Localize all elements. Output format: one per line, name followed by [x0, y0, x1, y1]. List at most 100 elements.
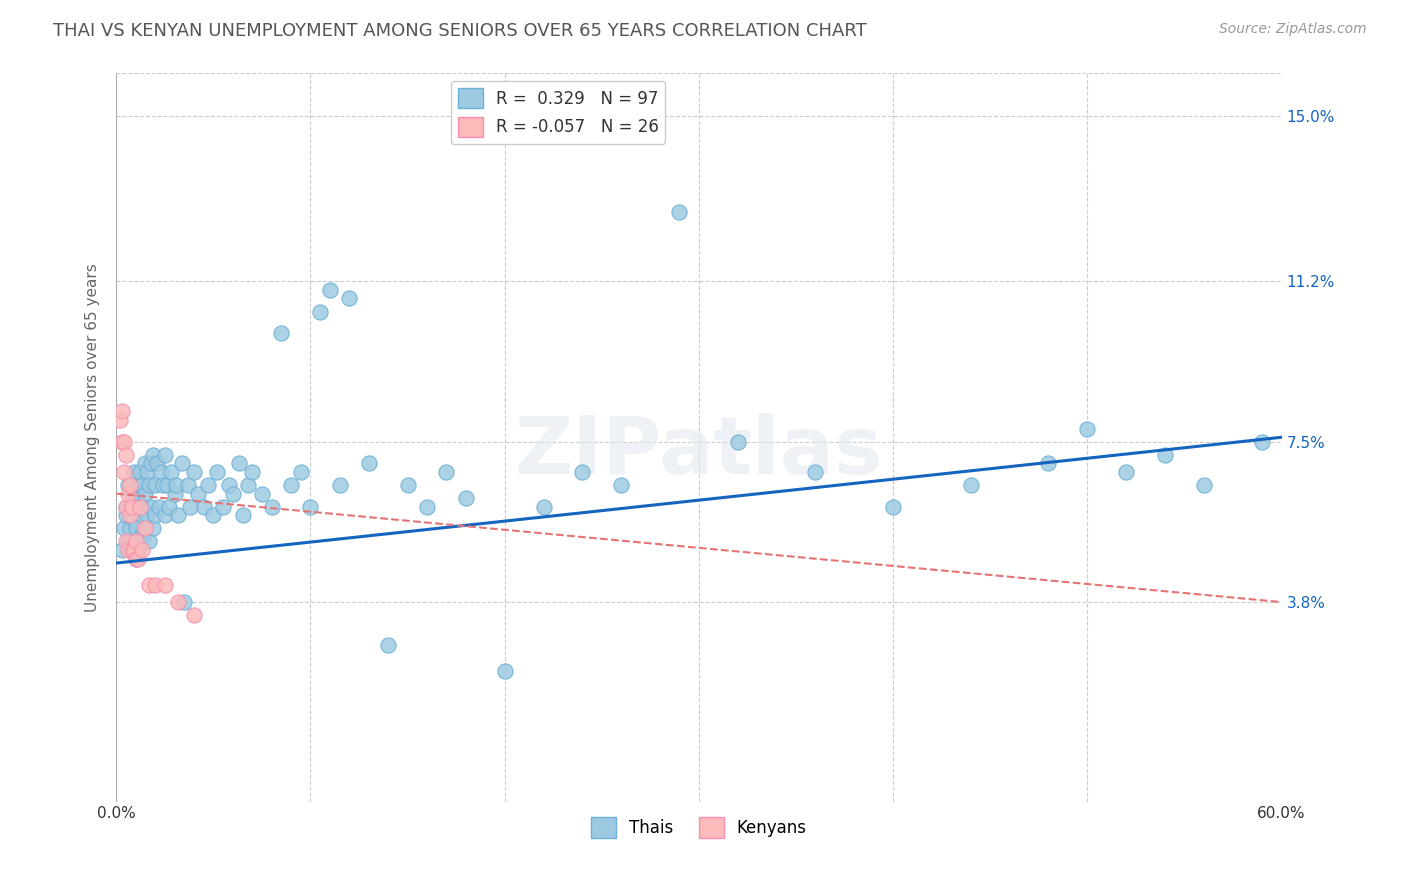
Point [212, 500, 235, 514]
Point [183, 608, 205, 623]
Point [1154, 448, 1177, 462]
Point [610, 478, 633, 492]
Point [125, 551, 148, 566]
Point [149, 465, 172, 479]
Point [111, 434, 134, 449]
Point [115, 500, 138, 514]
Point [533, 500, 555, 514]
Point [143, 478, 166, 492]
Point [141, 500, 163, 514]
Point [1076, 421, 1098, 435]
Point [132, 530, 155, 544]
Point [143, 578, 166, 592]
Text: Source: ZipAtlas.com: Source: ZipAtlas.com [1219, 22, 1367, 37]
Point [127, 551, 149, 566]
Point [136, 508, 159, 523]
Point [377, 639, 399, 653]
Point [134, 486, 156, 500]
Point [153, 508, 176, 523]
Point [111, 543, 134, 558]
Point [138, 578, 160, 592]
Point [193, 500, 215, 514]
Point [357, 456, 380, 470]
Point [187, 486, 209, 500]
Point [152, 478, 174, 492]
Point [238, 478, 260, 492]
Point [494, 665, 516, 679]
Point [436, 465, 458, 479]
Point [115, 448, 138, 462]
Point [454, 491, 477, 505]
Point [396, 478, 419, 492]
Point [122, 465, 145, 479]
Text: THAI VS KENYAN UNEMPLOYMENT AMONG SENIORS OVER 65 YEARS CORRELATION CHART: THAI VS KENYAN UNEMPLOYMENT AMONG SENIOR… [53, 22, 868, 40]
Point [571, 465, 593, 479]
Point [112, 465, 135, 479]
Point [142, 521, 165, 535]
Point [163, 486, 186, 500]
Point [1038, 456, 1060, 470]
Point [882, 500, 904, 514]
Point [309, 304, 332, 318]
Point [118, 521, 141, 535]
Point [132, 500, 155, 514]
Point [416, 500, 439, 514]
Point [125, 491, 148, 505]
Point [172, 456, 194, 470]
Point [167, 508, 190, 523]
Point [231, 508, 253, 523]
Point [1192, 478, 1215, 492]
Point [128, 500, 150, 514]
Point [177, 478, 200, 492]
Point [179, 500, 201, 514]
Point [131, 508, 153, 523]
Point [153, 578, 176, 592]
Point [125, 551, 148, 566]
Point [727, 434, 749, 449]
Point [804, 465, 827, 479]
Point [146, 456, 169, 470]
Point [329, 478, 352, 492]
Point [218, 478, 240, 492]
Point [115, 500, 138, 514]
Point [156, 478, 179, 492]
Point [118, 478, 141, 492]
Point [111, 404, 134, 418]
Point [228, 456, 250, 470]
Point [148, 500, 170, 514]
Point [131, 478, 153, 492]
Point [138, 534, 160, 549]
Point [121, 543, 143, 558]
Point [142, 448, 165, 462]
Point [118, 508, 141, 523]
Point [115, 534, 138, 549]
Point [167, 595, 190, 609]
Point [127, 478, 149, 492]
Point [121, 543, 143, 558]
Point [122, 543, 145, 558]
Point [128, 500, 150, 514]
Point [134, 521, 156, 535]
Y-axis label: Unemployment Among Seniors over 65 years: Unemployment Among Seniors over 65 years [86, 263, 100, 612]
Point [121, 500, 143, 514]
Point [138, 478, 160, 492]
Point [222, 486, 245, 500]
Point [290, 465, 312, 479]
Point [157, 500, 180, 514]
Point [337, 292, 360, 306]
Point [128, 530, 150, 544]
Point [121, 486, 143, 500]
Point [197, 478, 219, 492]
Point [117, 543, 139, 558]
Point [117, 534, 139, 549]
Point [108, 413, 131, 427]
Point [141, 456, 163, 470]
Point [153, 448, 176, 462]
Point [117, 486, 139, 500]
Point [959, 478, 981, 492]
Legend: Thais, Kenyans: Thais, Kenyans [585, 811, 814, 844]
Point [202, 508, 225, 523]
Point [280, 478, 302, 492]
Point [299, 500, 322, 514]
Point [134, 456, 156, 470]
